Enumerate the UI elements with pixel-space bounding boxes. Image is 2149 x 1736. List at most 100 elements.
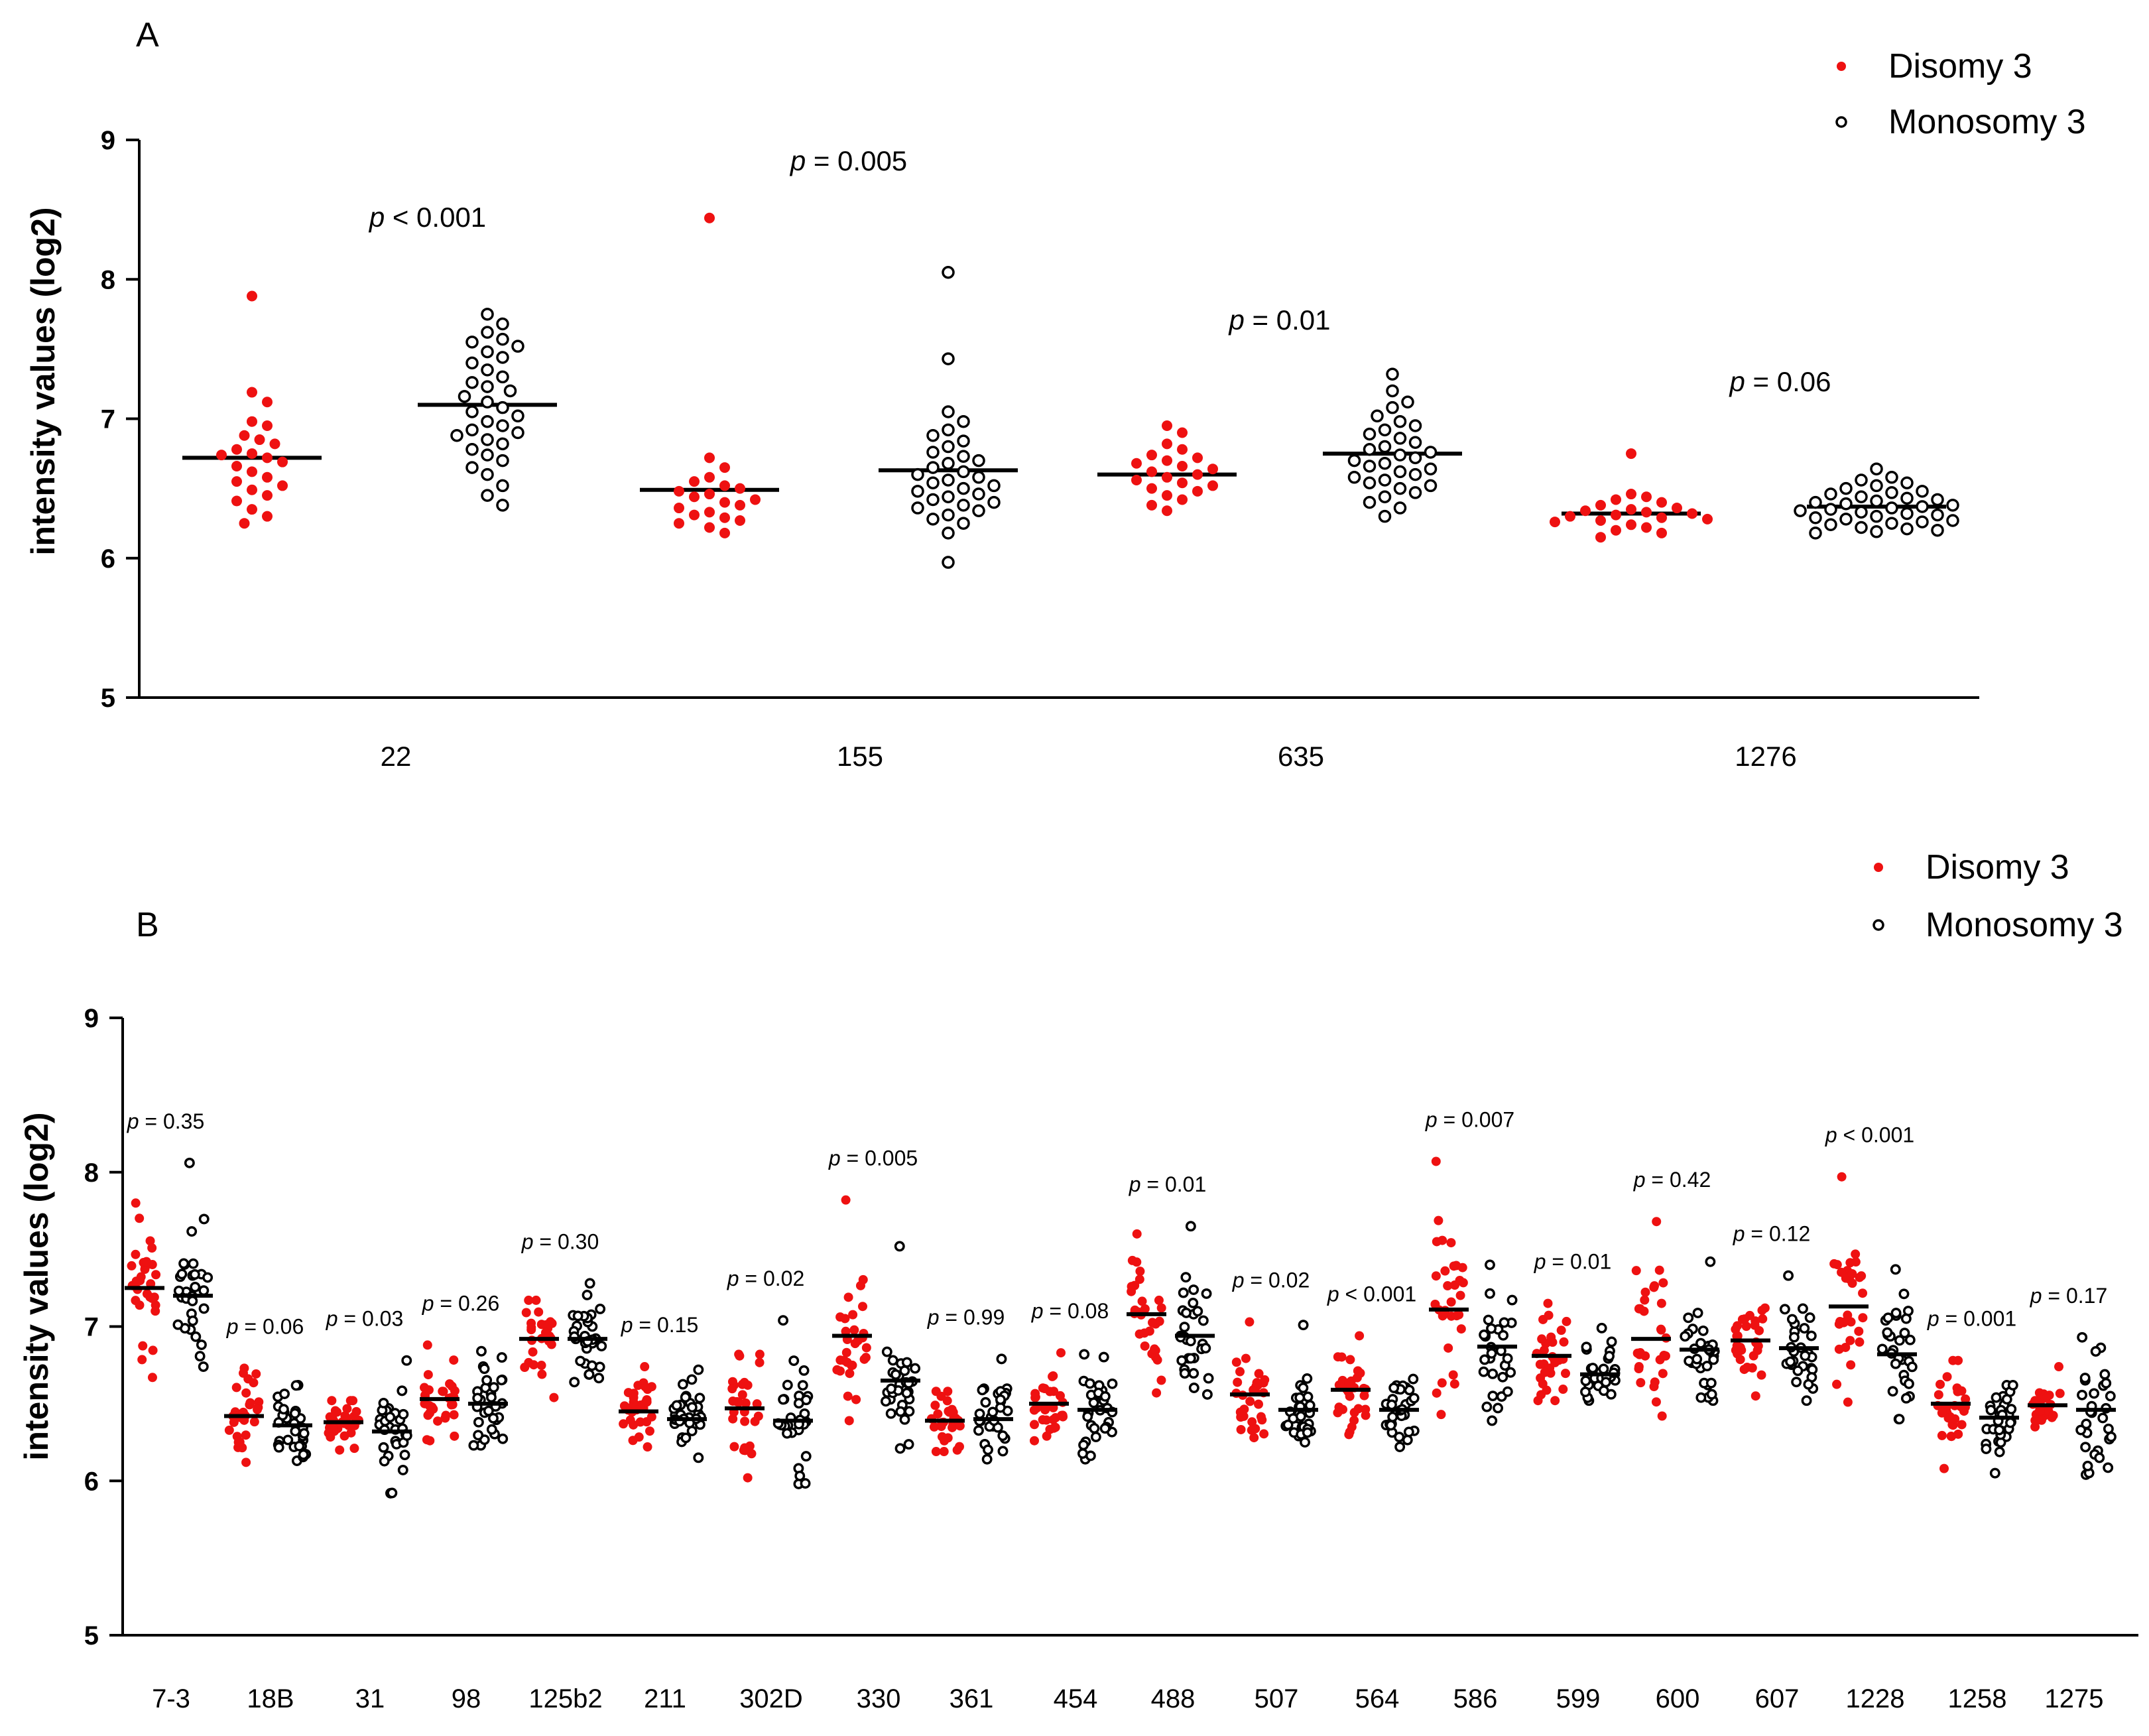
panel-b-monosomy-point [273,1442,284,1453]
panel-a-disomy-point [704,212,715,223]
panel-b-monosomy-point [1580,1387,1591,1397]
panel-b-monosomy-point [973,1425,984,1436]
panel-a-disomy-point [719,480,730,491]
panel-a-monosomy-point [942,352,955,365]
panel-a-monosomy-point [1916,500,1929,513]
panel-a-disomy-point [231,444,242,455]
panel-a-disomy-point [1626,504,1636,515]
panel-b-x-tick-label: 330 [857,1684,901,1713]
panel-b-group-1275: 1275 p = 0.17 [2028,1284,2117,1713]
panel-a-monosomy-point [496,437,509,451]
panel-a-p-value: p = 0.06 [1729,366,1831,397]
panel-b-disomy-point [1437,1378,1447,1388]
panel-b-p-value: p = 0.15 [621,1313,699,1337]
panel-b-disomy-point [2041,1393,2051,1403]
panel-b-disomy-point [1156,1375,1166,1385]
panel-a-monosomy-point [926,461,940,474]
panel-b-disomy-point [1752,1345,1762,1355]
panel-b-monosomy-point [486,1424,497,1435]
panel-a-disomy-point [277,480,288,491]
panel-b-x-tick-label: 98 [452,1684,481,1713]
panel-b-disomy-point [528,1360,538,1370]
panel-b-x-tick-label: 599 [1556,1684,1601,1713]
panel-a-monosomy-point [972,504,985,518]
panel-b-p-value: p = 0.42 [1633,1168,1711,1192]
panel-a-monosomy-point [1855,521,1868,534]
panel-b-group-599: 599 p = 0.01 [1532,1250,1621,1713]
panel-b-monosomy-point [379,1456,390,1467]
panel-b-disomy-point [1536,1373,1546,1383]
panel-a-monosomy-point [1931,493,1944,507]
panel-b-monosomy-point [1079,1349,1090,1360]
panel-a-group-1276: 1276 p = 0.06 [1550,366,1959,772]
panel-b-monosomy-point [977,1385,988,1396]
panel-b-x-tick-label: 7-3 [152,1684,190,1713]
panel-b-monosomy-point [1385,1420,1396,1431]
panel-b-disomy-point [1635,1304,1645,1314]
panel-a-monosomy-point [465,336,479,349]
panel-b-monosomy-point [1192,1306,1203,1317]
panel-b-disomy-point [1651,1397,1661,1407]
panel-b-disomy-point [1733,1321,1743,1331]
panel-b-monosomy-point [1200,1343,1211,1354]
panel-b-disomy-point [1349,1408,1359,1418]
panel-a-monosomy-point [511,340,524,353]
panel-a-monosomy-point [1347,471,1361,484]
panel-b-disomy-point [1556,1326,1566,1335]
panel-b-disomy-point [428,1404,438,1414]
panel-b-group-1258: 1258 p = 0.001 [1927,1307,2019,1713]
panel-b-disomy-point [224,1425,234,1435]
panel-b-disomy-point [1854,1326,1864,1336]
panel-a-disomy-point [1146,466,1157,477]
panel-b-monosomy-point [693,1364,704,1375]
panel-b-disomy-point [753,1411,763,1421]
panel-b-monosomy-point [278,1404,289,1415]
panel-b-monosomy-point [890,1369,901,1380]
panel-b-monosomy-point [378,1398,389,1408]
panel-b-disomy-point [844,1416,854,1426]
panel-b-disomy-point [420,1398,430,1408]
panel-a-disomy-point [1177,477,1188,489]
panel-b-disomy-point [931,1447,941,1457]
panel-a-monosomy-point [957,434,970,448]
panel-b-disomy-point [740,1443,750,1453]
panel-b-monosomy-point [778,1394,789,1405]
panel-a-monosomy-point [1855,473,1868,487]
panel-a-disomy-point [704,507,715,518]
panel-a-monosomy-point [1363,443,1377,456]
panel-b-disomy-point [1560,1369,1570,1379]
panel-a-x-tick-label: 22 [381,741,412,772]
panel-b-disomy-point [1139,1328,1149,1338]
panel-a-monosomy-point [450,428,463,442]
panel-b-monosomy-point [187,1315,198,1326]
panel-b-y-tick-label: 6 [84,1467,99,1496]
panel-b-monosomy-point [172,1319,184,1330]
panel-b-disomy-point [942,1396,952,1406]
panel-b-disomy-point [1834,1319,1844,1329]
panel-b-disomy-point [858,1274,868,1284]
panel-b-disomy-point [438,1387,448,1396]
panel-b-monosomy-point [2007,1379,2018,1391]
panel-b-disomy-point [241,1430,251,1440]
panel-b-disomy-point [1150,1344,1160,1354]
panel-b-monosomy-point [680,1432,692,1444]
panel-a-monosomy-point [926,428,940,442]
panel-b-monosomy-point [1706,1389,1717,1400]
panel-b-disomy-point [1456,1324,1466,1334]
panel-a-disomy-point [750,494,761,505]
panel-b-disomy-point [1851,1249,1861,1259]
panel-b-y-tick-label: 7 [84,1313,99,1342]
panel-b-disomy-point [148,1345,158,1355]
panel-b-disomy-point [1156,1303,1166,1313]
panel-b-monosomy-point [189,1269,200,1280]
panel-b-monosomy-point [1203,1373,1214,1384]
panel-b-disomy-point [1431,1271,1441,1281]
panel-b-monosomy-point [671,1400,682,1411]
panel-a-monosomy-point [1809,511,1822,525]
panel-b-disomy-point [1858,1313,1868,1323]
panel-b-monosomy-point [1481,1401,1493,1412]
panel-a-disomy-point [1550,517,1560,528]
panel-a-monosomy-point [1885,471,1898,484]
panel-a-monosomy-point [911,501,924,515]
panel-b-disomy-point [1847,1269,1857,1278]
